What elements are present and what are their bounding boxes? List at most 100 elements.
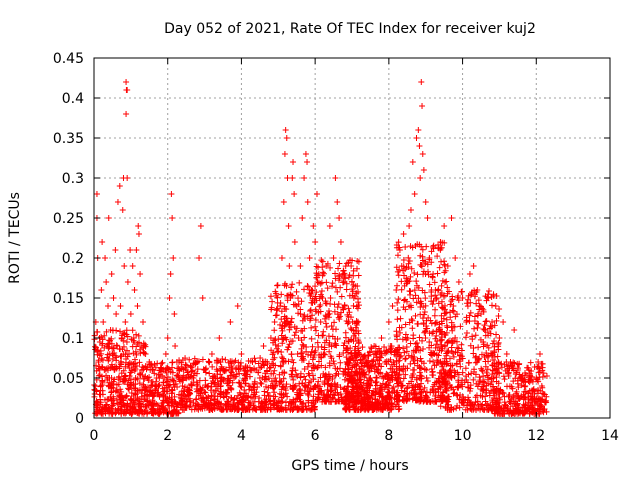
data-point bbox=[423, 243, 430, 250]
data-point bbox=[136, 339, 143, 346]
x-tick-label: 0 bbox=[90, 428, 99, 444]
data-point bbox=[452, 255, 459, 261]
data-point bbox=[322, 320, 329, 327]
data-point bbox=[97, 401, 104, 408]
data-point bbox=[415, 320, 422, 327]
data-point bbox=[169, 376, 176, 383]
data-point bbox=[156, 381, 163, 388]
data-point bbox=[288, 351, 295, 358]
data-point bbox=[394, 299, 401, 306]
data-point bbox=[308, 335, 315, 342]
data-point bbox=[297, 263, 304, 269]
data-point bbox=[437, 403, 444, 410]
data-point bbox=[495, 346, 502, 353]
data-point bbox=[325, 308, 332, 315]
data-point bbox=[169, 369, 176, 376]
data-point bbox=[400, 345, 407, 352]
data-point bbox=[109, 380, 116, 387]
data-point bbox=[102, 255, 109, 261]
data-point bbox=[448, 215, 455, 221]
data-point bbox=[127, 247, 134, 253]
data-point bbox=[295, 295, 302, 302]
data-point bbox=[112, 406, 119, 413]
data-point bbox=[394, 316, 401, 323]
data-point bbox=[286, 263, 293, 269]
data-point bbox=[103, 328, 110, 335]
data-point bbox=[99, 378, 106, 385]
data-point bbox=[105, 355, 112, 362]
y-tick-label: 0 bbox=[75, 411, 84, 427]
data-point bbox=[169, 215, 176, 221]
data-point bbox=[349, 279, 355, 285]
data-point bbox=[105, 303, 112, 309]
data-point bbox=[130, 350, 137, 357]
data-point bbox=[159, 359, 166, 366]
data-point bbox=[258, 380, 265, 387]
data-point bbox=[165, 399, 172, 406]
data-point bbox=[275, 343, 282, 349]
data-point bbox=[407, 360, 414, 367]
data-point bbox=[291, 191, 298, 197]
data-point bbox=[434, 270, 441, 277]
data-point bbox=[335, 265, 342, 272]
data-point bbox=[332, 175, 339, 181]
data-point bbox=[138, 396, 145, 403]
data-point bbox=[250, 383, 257, 390]
data-point bbox=[160, 379, 167, 386]
x-tick-label: 4 bbox=[237, 428, 246, 444]
data-point bbox=[142, 407, 149, 414]
data-point bbox=[397, 315, 404, 322]
data-point bbox=[101, 332, 108, 339]
data-point bbox=[476, 374, 483, 381]
data-point bbox=[128, 410, 135, 417]
data-point bbox=[206, 358, 213, 365]
data-point bbox=[317, 302, 324, 309]
data-point bbox=[105, 337, 112, 344]
data-point bbox=[319, 258, 326, 265]
data-point bbox=[150, 410, 157, 417]
data-point bbox=[355, 299, 362, 306]
data-point bbox=[475, 344, 482, 351]
data-point bbox=[160, 393, 167, 400]
data-point bbox=[132, 391, 139, 398]
data-point bbox=[124, 175, 131, 181]
y-tick-label: 0.1 bbox=[62, 331, 84, 347]
data-point bbox=[117, 328, 123, 335]
data-point bbox=[164, 335, 171, 341]
data-point bbox=[159, 385, 166, 392]
data-point bbox=[124, 279, 131, 285]
data-point bbox=[458, 341, 465, 348]
data-point bbox=[196, 255, 203, 261]
data-point bbox=[135, 223, 142, 229]
data-point bbox=[110, 295, 117, 301]
data-point bbox=[168, 191, 175, 197]
data-point bbox=[93, 410, 100, 417]
data-point bbox=[482, 318, 489, 325]
data-point bbox=[503, 351, 510, 357]
data-point bbox=[419, 315, 426, 322]
data-point bbox=[395, 272, 402, 279]
data-point bbox=[422, 295, 429, 302]
data-point bbox=[285, 343, 292, 350]
data-point bbox=[336, 215, 343, 221]
data-point bbox=[289, 281, 296, 288]
data-point bbox=[409, 367, 416, 374]
data-point bbox=[441, 258, 448, 265]
data-point bbox=[394, 307, 401, 314]
data-point bbox=[398, 286, 405, 293]
data-point bbox=[117, 346, 124, 353]
data-point bbox=[123, 338, 130, 345]
data-point bbox=[411, 191, 418, 197]
data-point bbox=[257, 379, 264, 386]
data-point bbox=[168, 410, 175, 417]
data-point bbox=[334, 199, 341, 205]
data-point bbox=[500, 319, 507, 325]
data-point bbox=[407, 207, 414, 213]
data-point bbox=[168, 398, 175, 405]
data-point bbox=[123, 111, 130, 117]
data-point bbox=[400, 375, 407, 382]
data-point bbox=[463, 330, 470, 337]
data-point bbox=[133, 331, 140, 338]
data-point bbox=[466, 271, 473, 277]
data-point bbox=[355, 272, 362, 279]
